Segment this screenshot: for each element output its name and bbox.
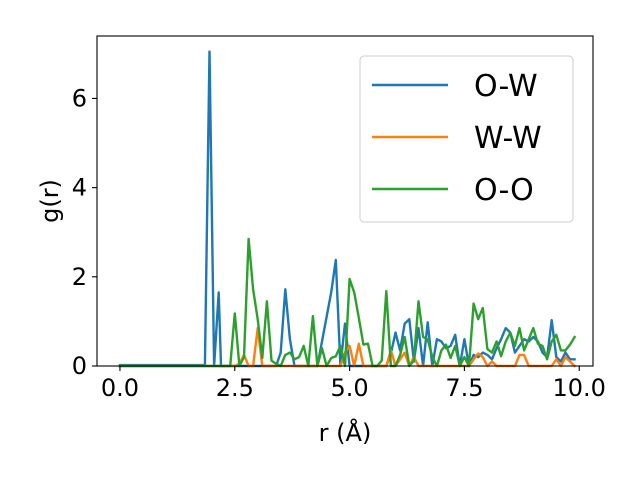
x-axis-label: r (Å) — [319, 418, 372, 447]
legend-box — [359, 55, 574, 223]
legend: O-W W-W O-O — [359, 55, 574, 223]
y-tick-label: 4 — [72, 174, 87, 202]
legend-label-0: O-W — [474, 69, 538, 104]
x-tick-label: 2.5 — [216, 374, 254, 402]
x-tick-label: 5.0 — [331, 374, 369, 402]
y-tick-label: 6 — [72, 84, 87, 112]
legend-entries: O-W W-W O-O — [372, 69, 542, 208]
legend-label-1: W-W — [474, 121, 542, 156]
y-tick-label: 0 — [72, 352, 87, 380]
x-axis-ticks: 0.0 2.5 5.0 7.5 10.0 — [101, 366, 606, 402]
x-tick-label: 10.0 — [553, 374, 606, 402]
plot-area-frame — [96, 35, 594, 367]
y-axis-ticks: 0 2 4 6 — [72, 84, 97, 380]
y-axis-label: g(r) — [36, 179, 64, 223]
legend-label-2: O-O — [474, 173, 534, 208]
y-tick-label: 2 — [72, 263, 87, 291]
x-tick-label: 7.5 — [445, 374, 483, 402]
series-line-2 — [118, 237, 577, 368]
x-tick-label: 0.0 — [101, 374, 139, 402]
